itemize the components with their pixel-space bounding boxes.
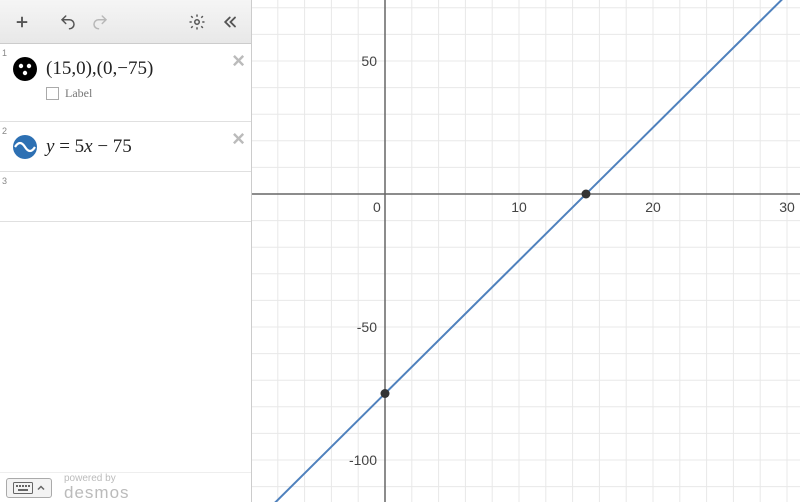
expression-row[interactable]: 2 y = 5x − 75 ×: [0, 122, 251, 172]
graph-area[interactable]: 0 10 20 30 50 -50 -100: [252, 0, 800, 502]
svg-text:50: 50: [361, 53, 377, 69]
redo-button[interactable]: [84, 6, 116, 38]
delete-expression-button[interactable]: ×: [232, 128, 245, 150]
expression-row[interactable]: 1 (15,0),(0,−75) Label ×: [0, 44, 251, 122]
settings-button[interactable]: [181, 6, 213, 38]
label-text: Label: [65, 86, 92, 101]
expression-content[interactable]: (15,0),(0,−75) Label: [42, 44, 251, 121]
expression-list: 1 (15,0),(0,−75) Label × 2: [0, 44, 251, 502]
powered-by: powered by desmos: [64, 474, 130, 501]
chevron-up-icon: [37, 484, 45, 492]
sidebar-toolbar: [0, 0, 251, 44]
label-checkbox[interactable]: [46, 87, 59, 100]
graph-canvas[interactable]: 0 10 20 30 50 -50 -100: [252, 0, 800, 502]
expression-index: 3: [0, 172, 8, 221]
expression-sidebar: 1 (15,0),(0,−75) Label × 2: [0, 0, 252, 502]
undo-button[interactable]: [52, 6, 84, 38]
expression-index: 2: [0, 122, 8, 171]
expression-content[interactable]: y = 5x − 75: [42, 122, 251, 171]
svg-text:-50: -50: [357, 319, 377, 335]
svg-text:-100: -100: [349, 452, 377, 468]
expression-text: y = 5x − 75: [46, 136, 132, 157]
keyboard-button[interactable]: [6, 478, 52, 498]
keyboard-icon: [13, 482, 33, 494]
points-icon[interactable]: [8, 44, 42, 121]
collapse-sidebar-button[interactable]: [213, 6, 245, 38]
function-icon[interactable]: [8, 122, 42, 171]
brand-name: desmos: [64, 484, 130, 501]
svg-text:0: 0: [373, 199, 381, 215]
expression-text: (15,0),(0,−75): [46, 58, 153, 79]
expression-index: 1: [0, 44, 8, 121]
label-option[interactable]: Label: [46, 80, 247, 111]
sidebar-footer: powered by desmos: [0, 472, 251, 502]
delete-expression-button[interactable]: ×: [232, 50, 245, 72]
svg-text:20: 20: [645, 199, 661, 215]
add-expression-button[interactable]: [6, 6, 38, 38]
empty-expression-row[interactable]: 3: [0, 172, 251, 222]
svg-text:10: 10: [511, 199, 527, 215]
svg-text:30: 30: [779, 199, 795, 215]
